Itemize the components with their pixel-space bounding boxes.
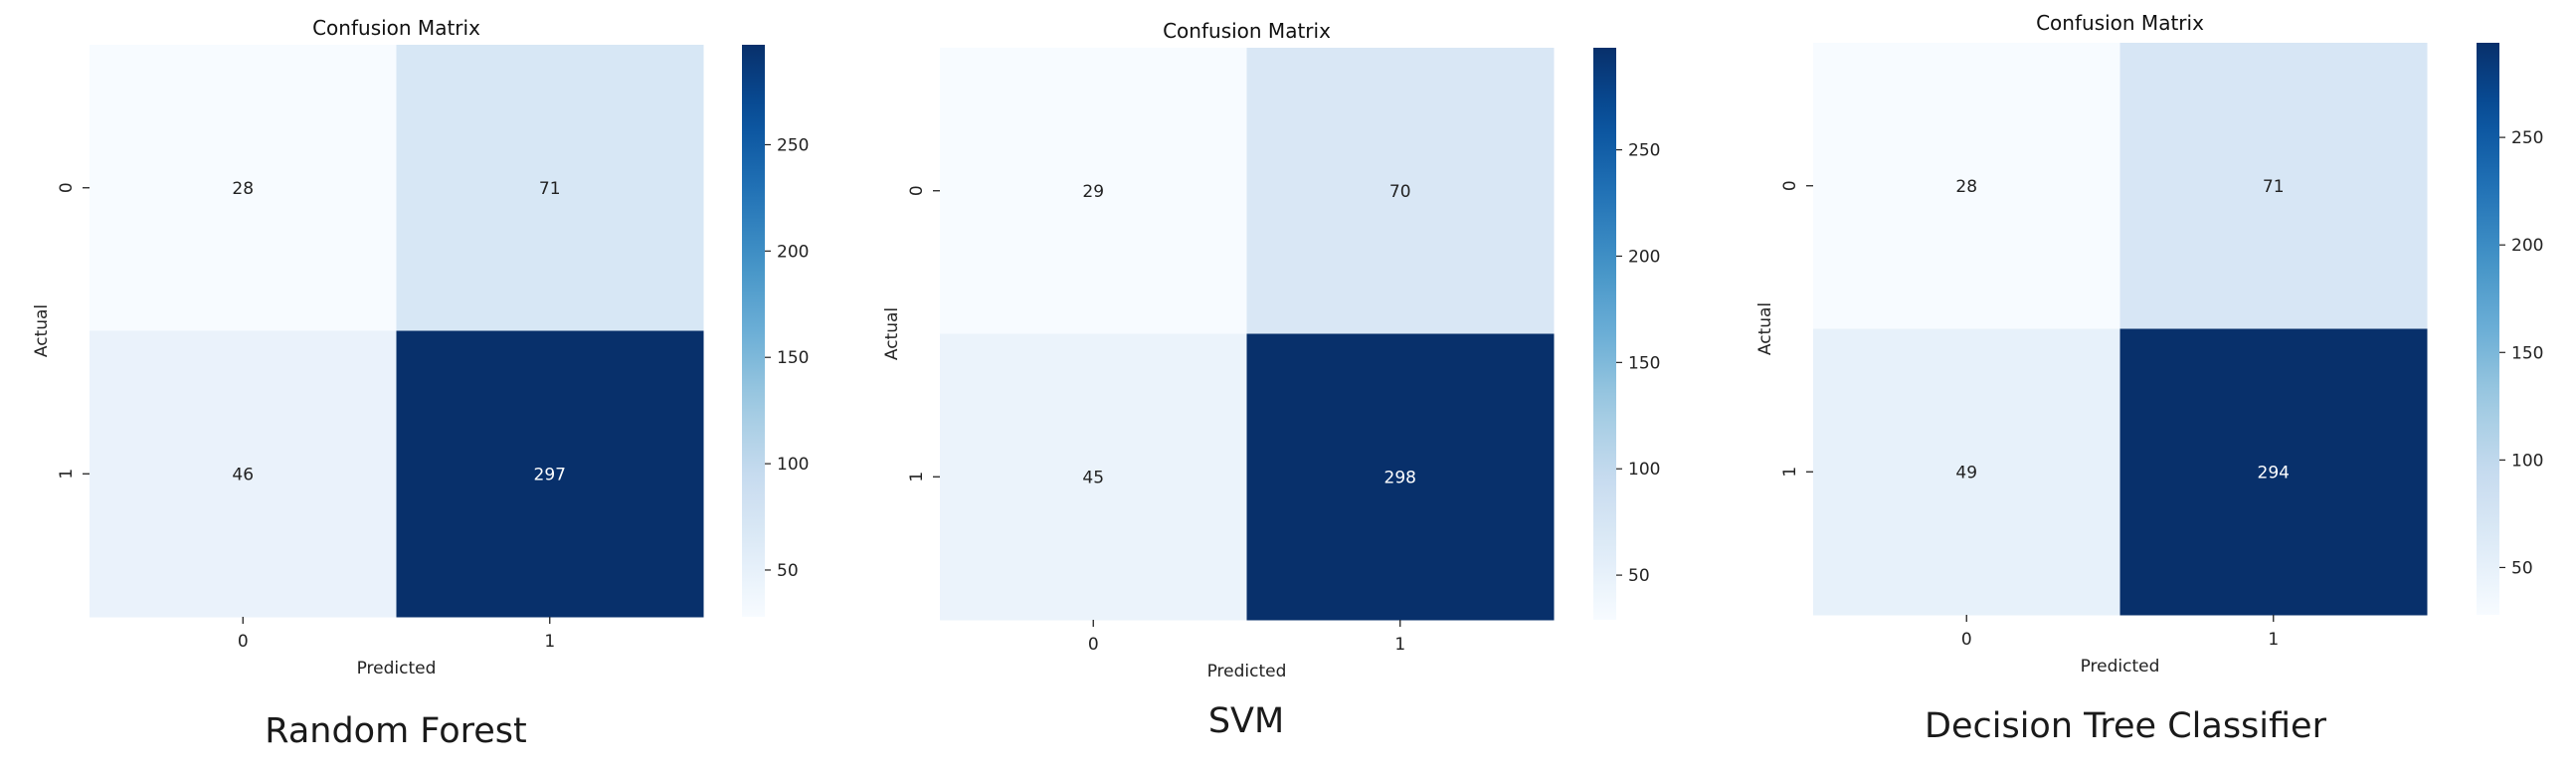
- y-tick-label: 0: [57, 182, 77, 193]
- model-caption: Random Forest: [265, 711, 527, 751]
- heatmap-cell: [90, 330, 397, 618]
- x-tick-label: 0: [1961, 630, 1972, 650]
- y-axis-label: Actual: [32, 304, 52, 357]
- x-axis-label: Predicted: [2081, 657, 2160, 677]
- cell-value-label: 49: [1955, 463, 1977, 483]
- y-tick-label: 1: [1780, 467, 1800, 478]
- model-caption: Decision Tree Classifier: [1925, 706, 2326, 746]
- y-tick-label: 1: [907, 472, 927, 483]
- model-caption: SVM: [1207, 701, 1285, 741]
- heatmap-cell: [2119, 43, 2428, 329]
- colorbar-tick-label: 250: [1628, 141, 1660, 161]
- colorbar-tick-label: 50: [1628, 566, 1650, 586]
- x-axis-label: Predicted: [357, 659, 437, 679]
- cell-value-label: 297: [534, 465, 566, 485]
- colorbar-tick-label: 250: [777, 135, 809, 155]
- cell-value-label: 294: [2258, 463, 2290, 483]
- cell-value-label: 45: [1082, 468, 1104, 487]
- colorbar-tick-label: 200: [2511, 236, 2543, 256]
- confusion-matrix-panel: Confusion Matrix 28 71 49 294 0 1 Predicted 0 1 Ac…: [1755, 11, 2543, 677]
- heatmap-cell: [2119, 328, 2428, 616]
- x-tick-label: 0: [238, 632, 249, 652]
- colorbar-tick-label: 200: [1628, 247, 1660, 267]
- cell-value-label: 46: [232, 465, 254, 485]
- cell-value-label: 28: [1955, 177, 1977, 197]
- y-axis-label: Actual: [882, 307, 902, 360]
- y-axis-label: Actual: [1755, 302, 1775, 355]
- colorbar-tick-label: 150: [2511, 343, 2543, 363]
- heatmap-cell: [396, 45, 704, 331]
- colorbar: [2477, 43, 2499, 615]
- heatmap-cell: [396, 330, 704, 618]
- cell-value-label: 71: [2263, 177, 2285, 197]
- x-tick-label: 1: [544, 632, 555, 652]
- cell-value-label: 298: [1384, 468, 1416, 487]
- cell-value-label: 29: [1082, 182, 1104, 202]
- colorbar-tick-label: 250: [2511, 128, 2543, 148]
- colorbar: [1593, 48, 1616, 620]
- colorbar-tick-label: 100: [2511, 451, 2543, 471]
- colorbar-tick-label: 50: [2511, 558, 2533, 578]
- colorbar-tick-label: 200: [777, 242, 809, 262]
- confusion-matrix-panel: Confusion Matrix 29 70 45 298 0 1 Predicted 0 1 Ac…: [882, 19, 1660, 681]
- x-axis-label: Predicted: [1207, 662, 1287, 681]
- colorbar-tick-label: 50: [777, 561, 799, 581]
- colorbar-tick-label: 100: [1628, 460, 1660, 480]
- heatmap-cell: [1813, 328, 2120, 616]
- x-tick-label: 1: [1394, 635, 1405, 655]
- cell-value-label: 28: [232, 179, 254, 199]
- chart-title: Confusion Matrix: [2036, 11, 2204, 35]
- heatmap-cell: [940, 333, 1247, 621]
- y-tick-label: 0: [1780, 180, 1800, 191]
- colorbar: [742, 45, 765, 617]
- cell-value-label: 71: [539, 179, 561, 199]
- chart-title: Confusion Matrix: [312, 16, 480, 40]
- heatmap-cell: [90, 45, 397, 331]
- chart-title: Confusion Matrix: [1163, 19, 1331, 43]
- confusion-matrix-panel: Confusion Matrix 28 71 46 297 0 1 Predicted 0 1 Ac…: [32, 16, 809, 679]
- colorbar-tick-label: 100: [777, 455, 809, 475]
- heatmap-cell: [1246, 333, 1555, 621]
- heatmap-cell: [1246, 48, 1555, 334]
- heatmap-cell: [940, 48, 1247, 334]
- x-tick-label: 0: [1088, 635, 1099, 655]
- colorbar-tick-label: 150: [777, 348, 809, 368]
- x-tick-label: 1: [2268, 630, 2279, 650]
- y-tick-label: 1: [57, 469, 77, 480]
- heatmap-cell: [1813, 43, 2120, 329]
- colorbar-tick-label: 150: [1628, 353, 1660, 373]
- y-tick-label: 0: [907, 185, 927, 196]
- cell-value-label: 70: [1389, 182, 1411, 202]
